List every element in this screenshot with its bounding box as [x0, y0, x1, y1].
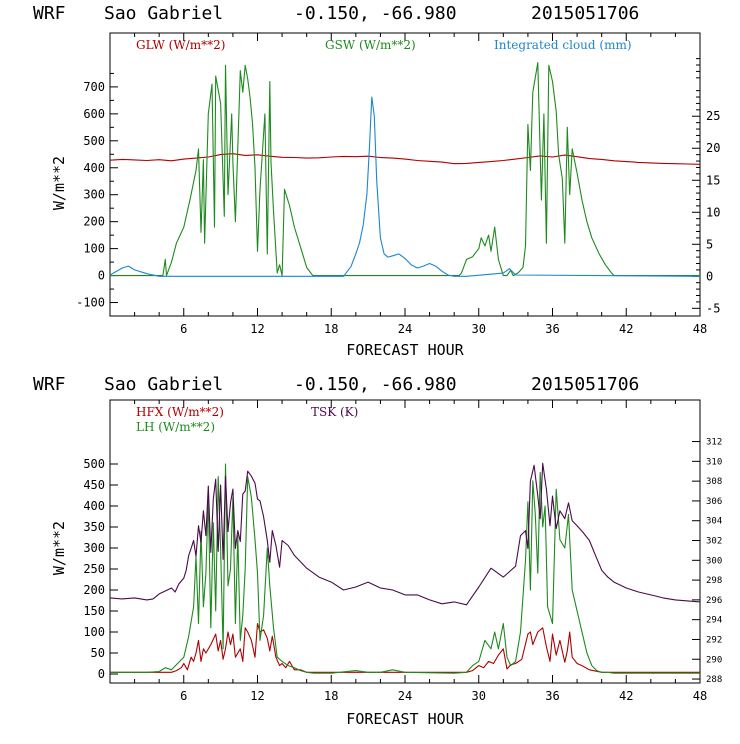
x-tick-label: 48 [693, 322, 707, 336]
x-tick-label: 24 [398, 322, 412, 336]
y2-tick-label: 290 [706, 655, 722, 665]
y2-tick-label: 302 [706, 537, 722, 547]
x-tick-label: 48 [693, 689, 707, 703]
y-tick-label: 150 [83, 604, 105, 618]
y-tick-label: 400 [83, 161, 105, 175]
bottom-y-axis: 0 50 100 150 200 250 300 350 400 450 500 [83, 457, 118, 681]
y-tick-label: 0 [98, 667, 105, 681]
y2-tick-label: 20 [706, 141, 720, 155]
y-tick-label: 50 [91, 646, 105, 660]
y2-tick-label: 0 [706, 269, 713, 283]
y2-tick-label: 294 [706, 616, 722, 626]
y-tick-label: 350 [83, 520, 105, 534]
bottom-x-axis: 6 12 18 24 30 36 42 48 [109, 400, 707, 703]
x-tick-label: 42 [619, 322, 633, 336]
y-tick-label: 500 [83, 134, 105, 148]
bottom-series-line-1 [110, 463, 700, 674]
bottom-chart: WRF Sao Gabriel -0.150, -66.980 20150517… [33, 374, 722, 728]
bottom-header-station: Sao Gabriel [104, 374, 223, 395]
x-tick-label: 18 [324, 322, 338, 336]
y-tick-label: 0 [98, 269, 105, 283]
bottom-series-group [109, 462, 701, 674]
bottom-legend-hfx: HFX (W/m**2) [136, 405, 224, 419]
bottom-header-date: 2015051706 [531, 374, 639, 395]
bottom-y-label: W/m**2 [50, 521, 68, 575]
y-tick-label: 700 [83, 80, 105, 94]
y2-tick-label: 296 [706, 596, 722, 606]
x-tick-label: 24 [398, 689, 412, 703]
y-tick-label: 200 [83, 215, 105, 229]
top-header-model: WRF [33, 3, 66, 24]
y-tick-label: 300 [83, 188, 105, 202]
y-tick-label: 250 [83, 562, 105, 576]
top-x-label: FORECAST HOUR [346, 341, 464, 359]
y-tick-label: 200 [83, 583, 105, 597]
x-tick-label: 12 [250, 689, 264, 703]
y-tick-label: 400 [83, 499, 105, 513]
bottom-header-coords: -0.150, -66.980 [294, 374, 457, 395]
y2-tick-label: 25 [706, 109, 720, 123]
y2-tick-label: 298 [706, 576, 722, 586]
x-tick-label: 12 [250, 322, 264, 336]
y-tick-label: 450 [83, 478, 105, 492]
y2-tick-label: -5 [706, 301, 720, 315]
y2-tick-label: 312 [706, 438, 722, 448]
bottom-y2-axis: 288 290 292 294 296 298 300 302 304 306 308 310 312 [692, 438, 722, 685]
x-tick-label: 6 [180, 689, 187, 703]
bottom-legend-lh: LH (W/m**2) [136, 420, 215, 434]
y2-tick-label: 5 [706, 237, 713, 251]
top-legend-gsw: GSW (W/m**2) [325, 38, 416, 52]
top-header-station: Sao Gabriel [104, 3, 223, 24]
bottom-x-label: FORECAST HOUR [346, 710, 464, 728]
bottom-series-line-0 [110, 623, 700, 673]
y2-tick-label: 310 [706, 457, 722, 467]
x-tick-label: 36 [545, 689, 559, 703]
bottom-series-line-2 [109, 462, 701, 606]
y2-tick-label: 304 [706, 517, 722, 527]
top-series-line-2 [109, 96, 701, 277]
y-tick-label: 500 [83, 457, 105, 471]
y-tick-label: 300 [83, 541, 105, 555]
y2-tick-label: 292 [706, 635, 722, 645]
bottom-legend-tsk: TSK (K) [311, 405, 358, 419]
y-tick-label: 100 [83, 625, 105, 639]
x-tick-label: 6 [180, 322, 187, 336]
top-y2-axis: -5 0 5 10 15 20 25 [692, 58, 720, 315]
x-tick-label: 42 [619, 689, 633, 703]
y2-tick-label: 308 [706, 477, 722, 487]
x-tick-label: 30 [472, 689, 486, 703]
top-header-date: 2015051706 [531, 3, 639, 24]
y-tick-label: -100 [76, 296, 105, 310]
top-y-axis: -100 0 100 200 300 400 500 600 700 [76, 72, 118, 310]
y-tick-label: 100 [83, 242, 105, 256]
x-tick-label: 30 [472, 322, 486, 336]
y2-tick-label: 288 [706, 675, 722, 685]
y2-tick-label: 300 [706, 556, 722, 566]
top-series-line-1 [110, 62, 700, 277]
top-series-line-0 [109, 153, 701, 165]
top-legend-cloud: Integrated cloud (mm) [494, 38, 632, 52]
top-x-axis: 6 12 18 24 30 36 42 48 [109, 33, 707, 336]
y2-tick-label: 10 [706, 205, 720, 219]
top-series-group [109, 62, 701, 277]
top-y-label: W/m**2 [50, 156, 68, 210]
top-chart: WRF Sao Gabriel -0.150, -66.980 20150517… [33, 3, 720, 359]
top-header-coords: -0.150, -66.980 [294, 3, 457, 24]
x-tick-label: 18 [324, 689, 338, 703]
y2-tick-label: 15 [706, 173, 720, 187]
top-legend-glw: GLW (W/m**2) [136, 38, 225, 52]
y2-tick-label: 306 [706, 497, 722, 507]
bottom-header-model: WRF [33, 374, 66, 395]
x-tick-label: 36 [545, 322, 559, 336]
y-tick-label: 600 [83, 107, 105, 121]
